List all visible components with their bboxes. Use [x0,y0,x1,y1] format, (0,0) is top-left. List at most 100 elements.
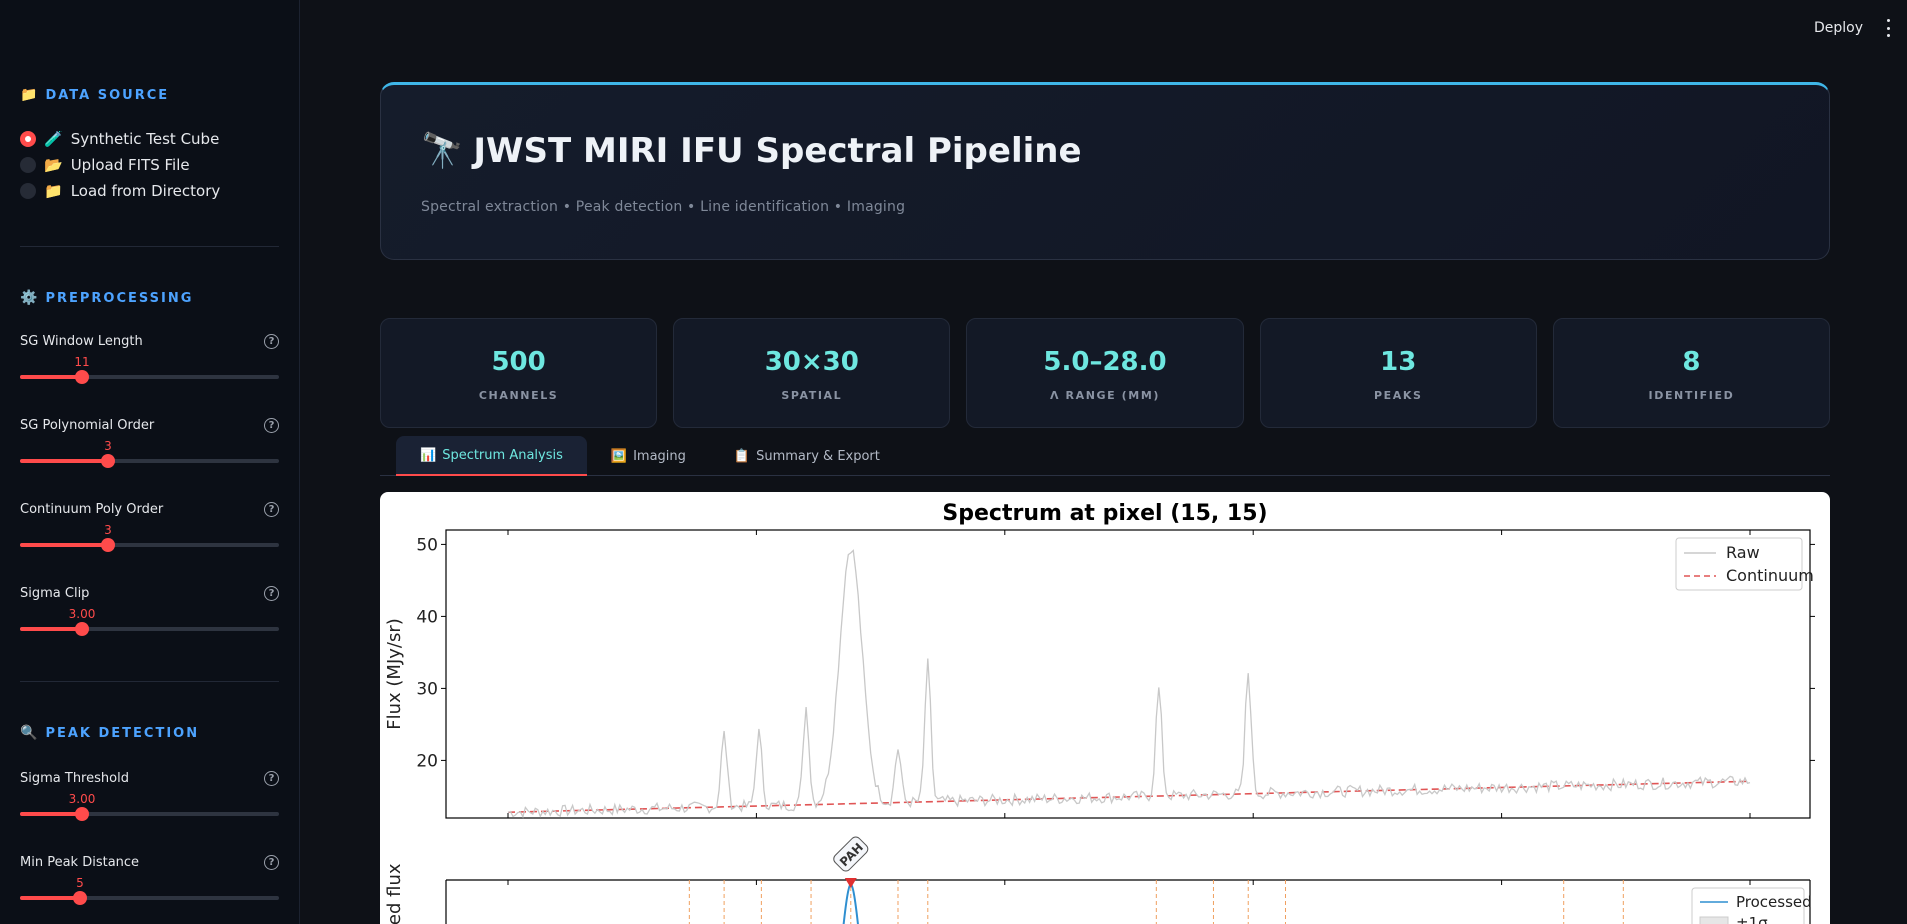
sidebar-divider [20,681,279,682]
metric-label: PEAKS [1373,389,1423,402]
slider-thumb[interactable] [75,807,89,821]
slider-label: Sigma Clip [20,585,90,601]
tab-icon: 📊 [420,447,437,463]
spectrum-chart-svg: Spectrum at pixel (15, 15) 20 30 40 50 Flux (… [384,501,1815,924]
slider-label: Sigma Threshold [20,770,129,786]
radio-button[interactable] [20,131,36,147]
help-icon[interactable]: ? [264,854,279,870]
slider-value: 3 [104,439,112,453]
page-subtitle: Spectral extraction • Peak detection • L… [421,199,906,215]
slider-thumb[interactable] [73,891,87,905]
slider-fill [20,459,108,463]
slider-control: Sigma Threshold? 3.00 [20,770,279,854]
slider-track[interactable] [20,538,279,552]
tab-summary-export[interactable]: 📋 Summary & Export [710,436,904,476]
y-tick-label: 40 [416,607,438,627]
slider-control: SG Window Length? 11 [20,333,279,417]
slider-control: Min Peak Distance? 5 [20,854,279,924]
pah-annotation: PAH [833,836,869,872]
metric-label: CHANNELS [478,389,559,402]
tab-icon: 📋 [733,448,751,464]
slider-track[interactable] [20,622,279,636]
slider-value: 3.00 [68,792,96,806]
option-label: Upload FITS File [70,156,190,174]
preprocessing-section-title: ⚙️ PREPROCESSING [20,289,279,307]
help-icon[interactable]: ? [264,585,279,601]
option-label: Load from Directory [70,182,221,200]
legend-processed-label: Processed [1736,893,1812,911]
slider-fill [20,896,80,900]
tab-spectrum-analysis[interactable]: 📊 Spectrum Analysis [396,436,587,476]
legend-box [1675,537,1803,591]
data-source-title: DATA SOURCE [45,87,170,103]
slider-label: SG Window Length [20,333,143,349]
slider-fill [20,627,82,631]
data-source-option[interactable]: 🧪 Synthetic Test Cube [20,126,279,152]
radio-button[interactable] [20,157,36,173]
pah-annotation-box [833,836,869,872]
tab-label: Imaging [633,448,686,464]
slider-label-row: Min Peak Distance? [20,854,279,870]
spectrum-plot: Spectrum at pixel (15, 15) 20 30 40 50 Flux (… [380,492,1830,924]
slider-fill [20,375,82,379]
slider-value: 5 [76,876,84,890]
peak-detection-sliders: Sigma Threshold? 3.00 Min Peak Distance? 5 [20,770,279,924]
preprocessing-sliders: SG Window Length? 11 SG Polynomial Order? 3… [20,333,279,669]
legend-sigma-label: ±1σ [1736,914,1768,924]
telescope-icon: 🔭 [421,131,464,171]
page-title: 🔭 JWST MIRI IFU Spectral Pipeline [421,131,1789,171]
metric-value: 13 [1380,347,1417,377]
slider-label: Continuum Poly Order [20,501,164,517]
tab-imaging[interactable]: 🖼️ Imaging [587,436,710,476]
help-icon[interactable]: ? [264,417,279,433]
metrics-row: 500 CHANNELS 30×30 SPATIAL 5.0–28.0 Λ RANGE (… [380,318,1831,428]
main-menu-icon[interactable] [1883,19,1893,37]
slider-label-row: SG Polynomial Order? [20,417,279,433]
peak-marker [844,878,857,888]
help-icon[interactable]: ? [264,501,279,517]
tab-icon: 🖼️ [610,448,628,464]
tab-bar: 📊 Spectrum Analysis 🖼️ Imaging 📋 Summary & Ex… [380,436,1830,476]
legend-raw-label: Raw [1726,543,1760,562]
slider-thumb[interactable] [101,538,115,552]
data-source-section-title: 📁 DATA SOURCE [20,86,279,104]
lower-legend-box [1691,887,1805,924]
legend-sigma-swatch [1699,916,1729,924]
slider-track[interactable] [20,370,279,384]
top-bar: Deploy [300,0,1907,58]
help-icon[interactable]: ? [264,333,279,349]
slider-thumb[interactable] [75,622,89,636]
metric-value: 8 [1682,347,1701,377]
metric-card: 5.0–28.0 Λ RANGE (MM) [966,318,1244,428]
data-source-option[interactable]: 📂 Upload FITS File [20,152,279,178]
slider-value: 3.00 [68,607,96,621]
data-source-option[interactable]: 📁 Load from Directory [20,178,279,204]
raw-spectrum-series [507,549,1751,819]
sidebar-divider [20,246,279,247]
tab-label: Spectrum Analysis [442,447,563,463]
preprocessing-title: PREPROCESSING [45,290,194,306]
lower-y-axis-label: racted flux [384,863,405,924]
slider-track[interactable] [20,891,279,905]
slider-track[interactable] [20,454,279,468]
tab-label: Summary & Export [756,448,880,464]
slider-label-row: Sigma Threshold? [20,770,279,786]
metric-card: 8 IDENTIFIED [1552,318,1831,428]
slider-thumb[interactable] [101,454,115,468]
slider-label-row: Continuum Poly Order? [20,501,279,517]
y-tick-label: 20 [416,751,438,771]
slider-track[interactable] [20,807,279,821]
help-icon[interactable]: ? [264,770,279,786]
slider-label: SG Polynomial Order [20,417,155,433]
gear-icon: ⚙️ [20,290,38,306]
radio-button[interactable] [20,183,36,199]
deploy-button[interactable]: Deploy [1813,20,1863,36]
option-icon: 📁 [44,182,63,200]
legend-continuum-label: Continuum [1726,566,1814,585]
y-tick-label: 50 [416,535,438,555]
metric-value: 500 [491,347,546,377]
sidebar: 📁 DATA SOURCE 🧪 Synthetic Test Cube 📂 Uploa… [0,0,300,924]
option-icon: 🧪 [44,130,63,148]
metric-label: IDENTIFIED [1648,389,1735,402]
slider-thumb[interactable] [75,370,89,384]
